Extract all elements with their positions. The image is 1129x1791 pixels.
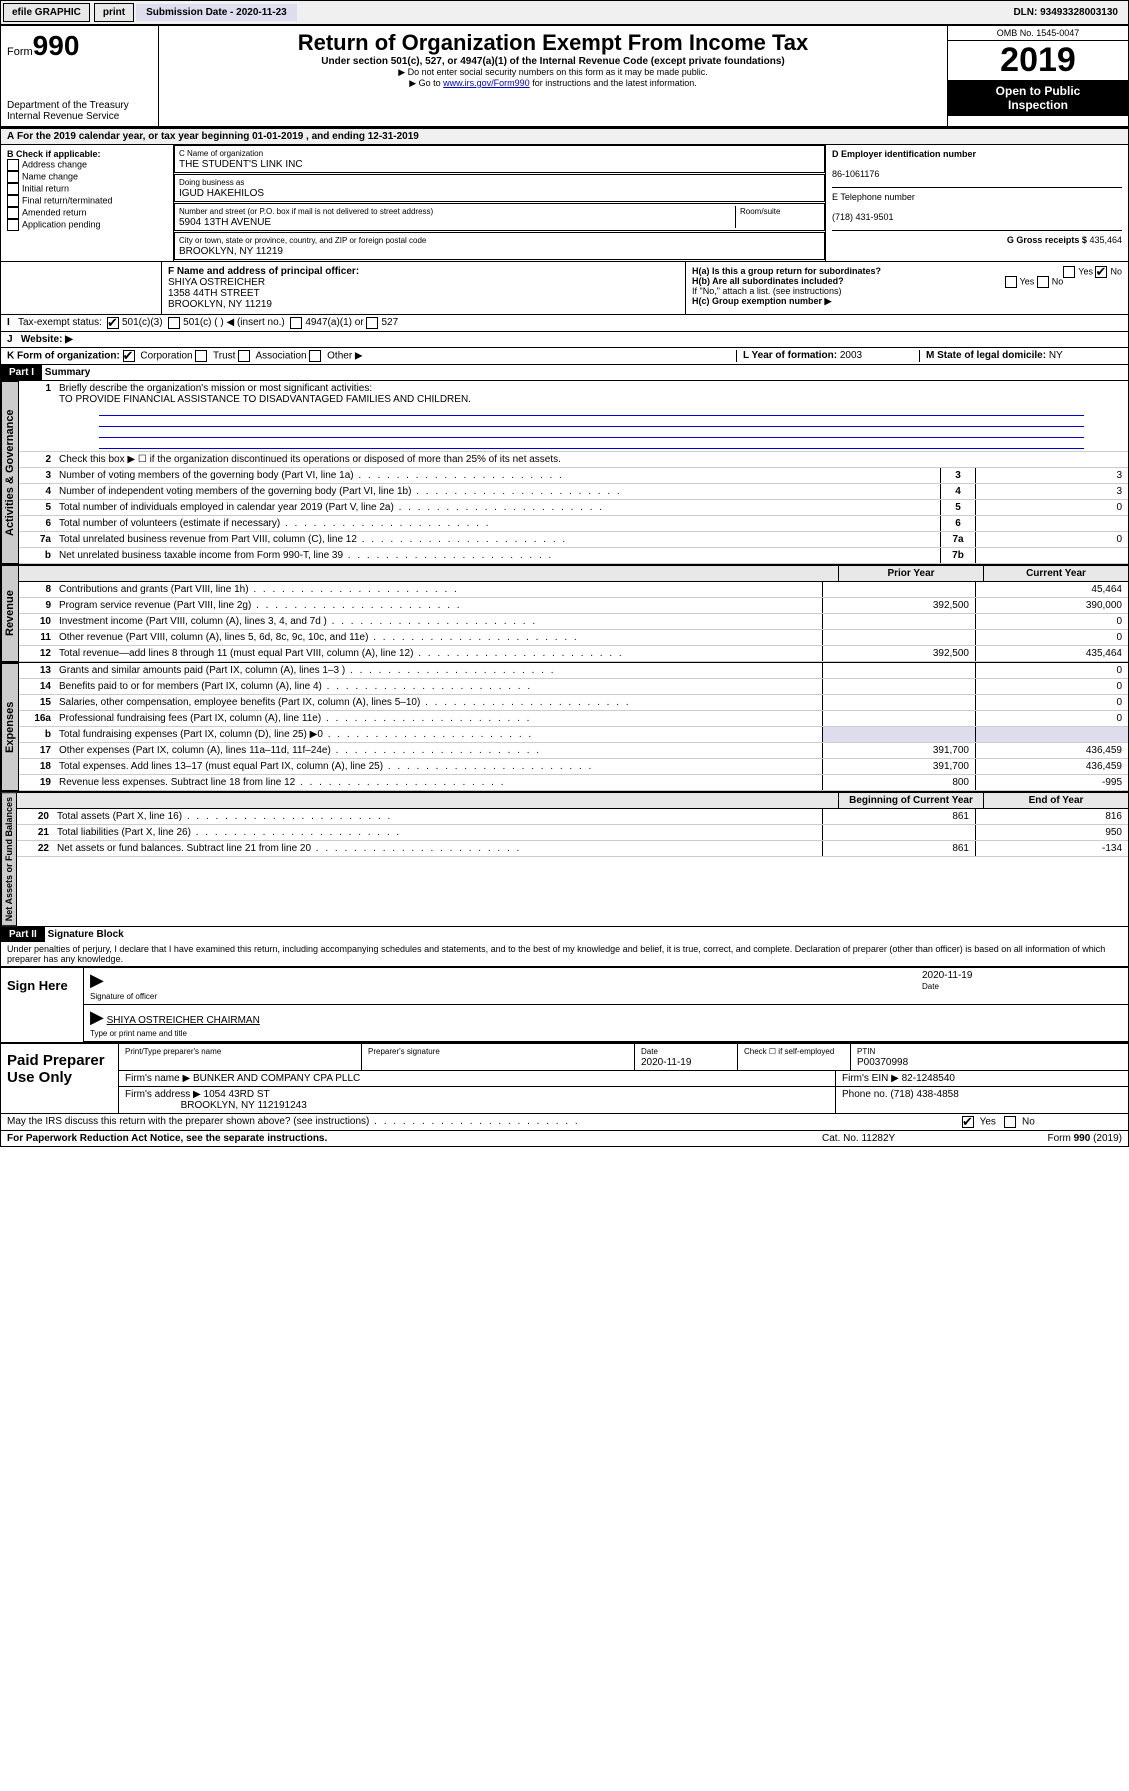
city-state-zip: BROOKLYN, NY 11219 (179, 246, 283, 257)
officer-name: SHIYA OSTREICHER (168, 277, 265, 288)
mission-text: TO PROVIDE FINANCIAL ASSISTANCE TO DISAD… (59, 394, 471, 405)
perjury-declaration: Under penalties of perjury, I declare th… (1, 942, 1128, 966)
prep-firm: BUNKER AND COMPANY CPA PLLC (193, 1073, 360, 1084)
footer-cat: Cat. No. 11282Y (822, 1133, 982, 1144)
section-i: I Tax-exempt status: 501(c)(3) 501(c) ( … (1, 314, 1128, 331)
gross-receipts: 435,464 (1089, 235, 1122, 245)
prep-phone: (718) 438-4858 (890, 1089, 958, 1100)
part-i: Part I Summary (1, 365, 1128, 380)
efile-button[interactable]: efile GRAPHIC (3, 3, 90, 22)
dba-name: IGUD HAKEHILOS (179, 188, 264, 199)
omb-number: OMB No. 1545-0047 (948, 26, 1128, 41)
paid-preparer-label: Paid Preparer Use Only (1, 1044, 119, 1113)
section-b: B Check if applicable: Address change Na… (1, 145, 174, 261)
year-formation: 2003 (840, 350, 862, 361)
street-address: 5904 13TH AVENUE (179, 217, 271, 228)
tax-year: 2019 (948, 41, 1128, 80)
prep-ein: 82-1248540 (902, 1073, 955, 1084)
tab-revenue: Revenue (1, 565, 19, 662)
footer-form: Form 990 (2019) (982, 1133, 1122, 1144)
part-ii: Part II Signature Block (1, 926, 1128, 942)
irs-link[interactable]: www.irs.gov/Form990 (443, 78, 530, 88)
irs-discuss: May the IRS discuss this return with the… (1, 1113, 1128, 1130)
top-toolbar: efile GRAPHIC print Submission Date - 20… (0, 0, 1129, 25)
section-k: K Form of organization: Corporation Trus… (1, 347, 1128, 365)
dept-label: Department of the Treasury (7, 100, 152, 111)
form-header: Form990 Department of the Treasury Inter… (1, 26, 1128, 128)
subtitle-1: Under section 501(c), 527, or 4947(a)(1)… (163, 56, 943, 67)
tab-activities-governance: Activities & Governance (1, 381, 19, 564)
prep-addr: 1054 43RD ST (204, 1089, 270, 1100)
subtitle-2: ▶ Do not enter social security numbers o… (163, 67, 943, 78)
submission-date-cell: Submission Date - 2020-11-23 (136, 4, 297, 21)
prep-date: 2020-11-19 (641, 1057, 691, 1068)
section-a: A For the 2019 calendar year, or tax yea… (1, 128, 1128, 145)
org-name: THE STUDENT'S LINK INC (179, 159, 303, 170)
footer-left: For Paperwork Reduction Act Notice, see … (7, 1133, 822, 1144)
state-domicile: NY (1049, 350, 1063, 361)
open-to-public: Open to PublicInspection (948, 80, 1128, 116)
section-j: J Website: ▶ (1, 331, 1128, 347)
tab-expenses: Expenses (1, 663, 19, 791)
ein: 86-1061176 (832, 169, 879, 179)
sign-here-label: Sign Here (1, 968, 84, 1042)
irs-label: Internal Revenue Service (7, 111, 152, 122)
tab-net-assets: Net Assets or Fund Balances (1, 792, 17, 926)
subtitle-3: ▶ Go to www.irs.gov/Form990 for instruct… (163, 78, 943, 89)
phone: (718) 431-9501 (832, 212, 894, 222)
sign-date: 2020-11-19 (922, 970, 972, 981)
print-button[interactable]: print (94, 3, 134, 22)
officer-signature-name: SHIYA OSTREICHER CHAIRMAN (107, 1015, 260, 1026)
dln-cell: DLN: 93493328003130 (1003, 4, 1128, 21)
ptin: P00370998 (857, 1057, 908, 1068)
form-title: Return of Organization Exempt From Incom… (163, 30, 943, 56)
